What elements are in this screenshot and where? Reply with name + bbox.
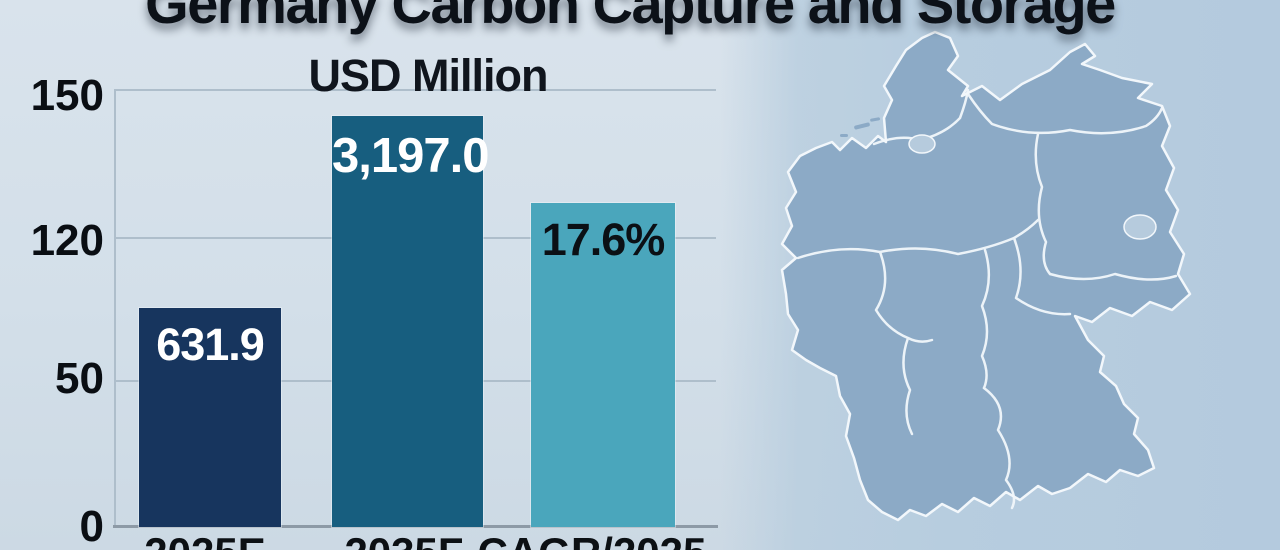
bar-2025: 631.9 — [139, 308, 281, 527]
germany-land — [780, 30, 1192, 522]
y-tick-0: 0 — [79, 502, 104, 550]
bar-value-label: 631.9 — [156, 319, 265, 370]
y-tick-120: 120 — [30, 216, 104, 265]
germany-map — [770, 22, 1250, 550]
page-title: Germany Carbon Capture and Storage — [145, 0, 1116, 35]
y-tick-50: 50 — [55, 354, 104, 403]
chart-subtitle: USD Million — [308, 50, 549, 101]
state-borders — [796, 88, 1178, 510]
x-label-2025: 2025E — [144, 529, 265, 550]
bar-cagr: 17.6% — [531, 203, 675, 527]
bar-value-label: 3,197.0 — [332, 129, 490, 183]
y-axis-line — [114, 89, 116, 527]
x-label-cagr: CAGR/2025 — [478, 529, 707, 550]
germany-map-svg — [780, 30, 1192, 522]
bar-2035: 3,197.0 — [332, 116, 490, 527]
hamburg-patch — [908, 134, 936, 154]
gridline-150 — [115, 89, 716, 91]
x-label-2035: 2035F — [344, 529, 463, 550]
bar-value-label: 17.6% — [541, 214, 666, 265]
y-tick-150: 150 — [30, 71, 104, 120]
berlin-patch — [1123, 214, 1157, 240]
coastal-islands — [840, 117, 881, 137]
